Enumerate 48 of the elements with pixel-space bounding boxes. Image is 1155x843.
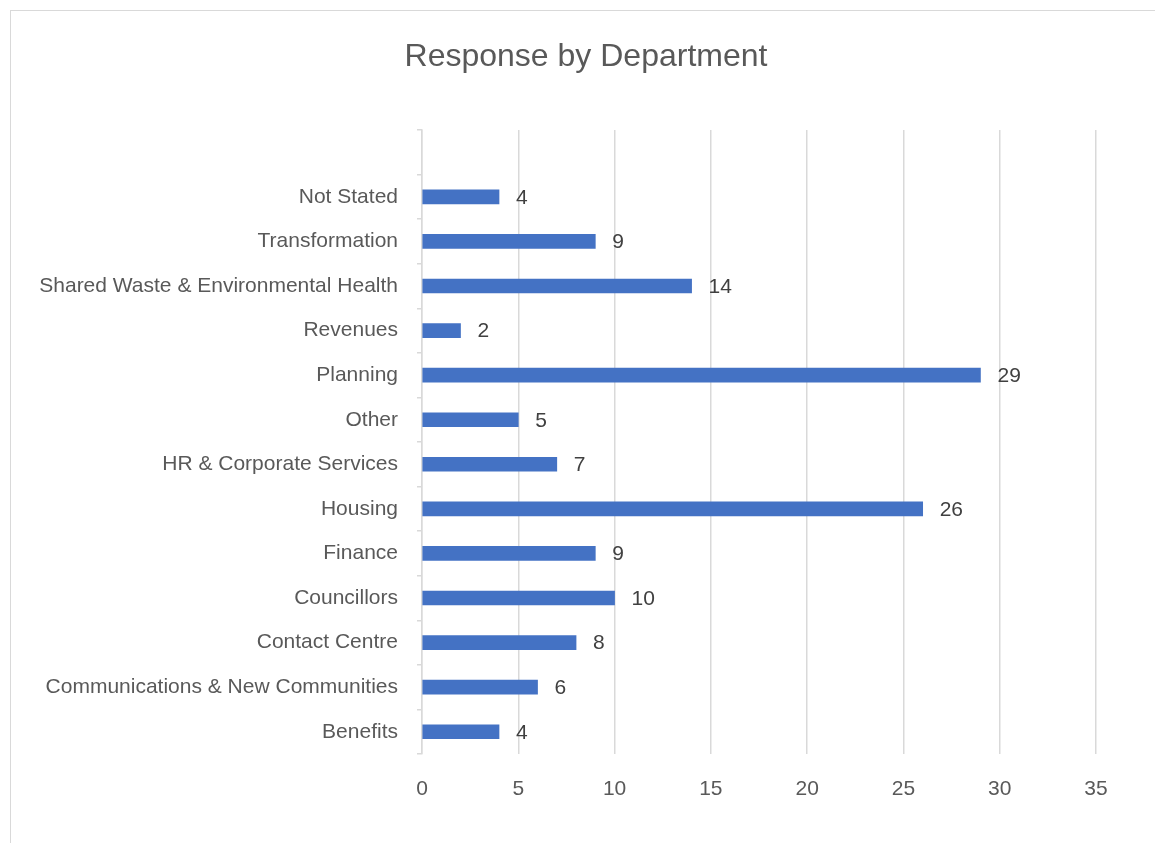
data-label: 8 bbox=[593, 630, 605, 654]
data-label: 26 bbox=[939, 496, 964, 520]
y-tick-label: Councillors bbox=[294, 584, 398, 608]
bar bbox=[422, 189, 500, 205]
data-label: 9 bbox=[612, 229, 624, 253]
data-label: 4 bbox=[516, 719, 529, 743]
bar bbox=[422, 546, 596, 561]
bar bbox=[422, 412, 519, 428]
bar bbox=[422, 456, 558, 472]
y-tick-label: Benefits bbox=[322, 718, 398, 742]
data-label: 5 bbox=[535, 407, 547, 431]
y-tick-label: Not Stated bbox=[298, 183, 398, 207]
x-tick-label: 30 bbox=[988, 776, 1012, 800]
y-tick-label: Revenues bbox=[303, 317, 398, 341]
bar bbox=[422, 635, 577, 650]
bar bbox=[422, 501, 924, 517]
y-tick-label: Other bbox=[345, 406, 398, 430]
bar bbox=[422, 724, 500, 740]
bar bbox=[422, 234, 596, 249]
bar bbox=[422, 323, 461, 338]
y-tick-label: Communications & New Communities bbox=[45, 673, 398, 697]
x-tick-label: 20 bbox=[795, 776, 819, 800]
bar bbox=[422, 590, 615, 606]
data-label: 14 bbox=[708, 273, 733, 297]
y-tick-label: Transformation bbox=[257, 228, 398, 252]
bar bbox=[422, 278, 692, 294]
x-tick-label: 25 bbox=[891, 776, 916, 800]
y-tick-label: Planning bbox=[316, 361, 398, 385]
bar bbox=[422, 367, 981, 383]
bar bbox=[422, 679, 538, 695]
y-tick-label: Contact Centre bbox=[256, 629, 398, 653]
data-label: 2 bbox=[477, 318, 490, 342]
x-tick-label: 35 bbox=[1084, 776, 1108, 800]
data-label: 9 bbox=[612, 541, 624, 565]
x-tick-label: 5 bbox=[512, 776, 525, 800]
data-label: 29 bbox=[997, 362, 1021, 386]
y-tick-label: Housing bbox=[320, 495, 398, 519]
y-tick-label: Finance bbox=[323, 540, 398, 564]
x-tick-label: 15 bbox=[699, 776, 723, 800]
x-tick-label: 10 bbox=[602, 776, 627, 800]
y-tick-label: Shared Waste & Environmental Health bbox=[39, 272, 398, 296]
x-tick-label: 0 bbox=[416, 776, 428, 800]
data-label: 7 bbox=[573, 452, 586, 476]
data-label: 10 bbox=[631, 585, 655, 609]
data-label: 6 bbox=[554, 674, 567, 698]
y-tick-label: HR & Corporate Services bbox=[162, 451, 398, 475]
data-label: 4 bbox=[516, 184, 529, 208]
chart-title: Response by Department bbox=[403, 36, 769, 74]
